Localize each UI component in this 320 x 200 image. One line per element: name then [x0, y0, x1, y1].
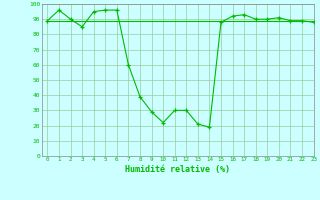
X-axis label: Humidité relative (%): Humidité relative (%) [125, 165, 230, 174]
